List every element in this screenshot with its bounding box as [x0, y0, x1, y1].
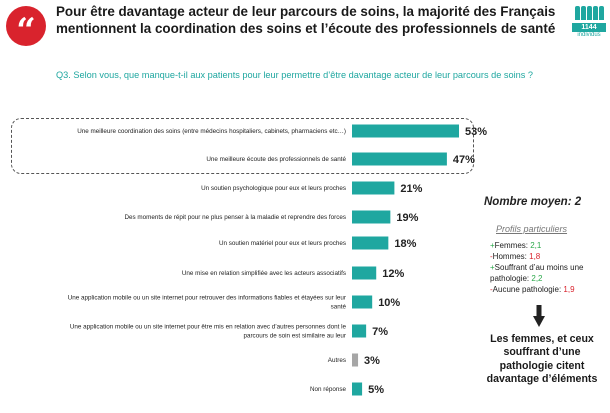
- bar: [352, 324, 367, 338]
- profile-label: Femmes:: [494, 241, 531, 250]
- profile-sign: -: [490, 252, 493, 261]
- category-label-line: Des moments de répit pour ne plus penser…: [124, 214, 346, 221]
- value-label: 10%: [378, 297, 400, 309]
- category-label-line: santé: [331, 304, 347, 311]
- value-label: 7%: [372, 326, 388, 338]
- bar: [352, 152, 447, 166]
- category-label-line: Non réponse: [310, 386, 347, 393]
- profile-label: Hommes:: [492, 252, 530, 261]
- category-label-line: Autres: [328, 357, 346, 364]
- bar: [352, 210, 391, 224]
- value-label: 18%: [394, 238, 416, 250]
- profile-value: 1,8: [529, 252, 541, 261]
- profile-value: 2,1: [530, 241, 542, 250]
- bar: [352, 295, 373, 309]
- value-label: 21%: [400, 183, 422, 195]
- category-label-line: Un soutien psychologique pour eux et leu…: [201, 185, 346, 192]
- category-label: Non réponse: [310, 386, 347, 393]
- value-label: 19%: [396, 212, 418, 224]
- top-answers-highlight-box: [11, 118, 474, 174]
- profile-label: Aucune pathologie:: [492, 285, 564, 294]
- page-title: Pour être davantage acteur de leur parco…: [56, 4, 556, 36]
- value-label: 12%: [382, 268, 404, 280]
- profile-item: +Femmes: 2,1: [490, 240, 606, 251]
- bar: [352, 124, 459, 138]
- profiles-title: Profils particuliers: [496, 224, 568, 234]
- profile-value: 1,9: [563, 285, 575, 294]
- category-label-line: Une meilleure coordination des soins (en…: [77, 128, 346, 135]
- bar: [352, 181, 395, 195]
- survey-question: Q3. Selon vous, que manque-t-il aux pati…: [56, 70, 534, 80]
- category-label-line: Une application mobile ou un site intern…: [70, 324, 347, 331]
- people-icon: [572, 6, 606, 20]
- category-label-line: parcours de soin est similaire au leur: [243, 333, 346, 340]
- value-label: 53%: [465, 126, 487, 138]
- profile-sign: -: [490, 285, 493, 294]
- bar: [352, 266, 377, 280]
- profile-item: +Souffrant d’au moins une pathologie: 2,…: [490, 262, 606, 284]
- category-label: Des moments de répit pour ne plus penser…: [124, 214, 346, 221]
- profile-item: -Hommes: 1,8: [490, 251, 606, 262]
- category-label: Un soutien matériel pour eux et leurs pr…: [219, 240, 346, 247]
- bar: [352, 236, 389, 250]
- category-label-line: Une application mobile ou un site intern…: [68, 295, 346, 302]
- category-label-line: Un soutien matériel pour eux et leurs pr…: [219, 240, 346, 247]
- conclusion-text: Les femmes, et ceux souffrant d’une path…: [486, 333, 598, 386]
- category-label: Une meilleure écoute des professionnels …: [206, 156, 346, 163]
- category-label: Une meilleure coordination des soins (en…: [77, 128, 346, 135]
- sample-size-badge: 1144 individus: [572, 6, 606, 46]
- category-label: Une application mobile ou un site intern…: [68, 295, 347, 311]
- quote-mark-icon: “: [6, 6, 46, 51]
- category-label-line: Une mise en relation simplifiée avec les…: [182, 270, 346, 277]
- value-label: 47%: [453, 154, 475, 166]
- category-label: Un soutien psychologique pour eux et leu…: [201, 185, 346, 192]
- profiles-list: +Femmes: 2,1 -Hommes: 1,8 +Souffrant d’au …: [490, 240, 606, 295]
- bar: [352, 353, 359, 367]
- profile-sign: +: [490, 263, 495, 272]
- profile-value: 2,2: [531, 274, 543, 283]
- profile-sign: +: [490, 241, 495, 250]
- category-label: Une mise en relation simplifiée avec les…: [182, 270, 346, 277]
- sample-unit: individus: [577, 32, 601, 38]
- category-label-line: Une meilleure écoute des professionnels …: [206, 156, 346, 163]
- average-count: Nombre moyen: 2: [484, 196, 582, 208]
- value-label: 3%: [364, 355, 380, 367]
- sample-count: 1144: [572, 23, 606, 32]
- profile-item: -Aucune pathologie: 1,9: [490, 284, 606, 295]
- down-arrow-icon: [533, 305, 545, 327]
- bar: [352, 382, 363, 396]
- category-label: Une application mobile ou un site intern…: [70, 324, 347, 340]
- profile-label: Souffrant d’au moins une pathologie:: [490, 263, 584, 283]
- value-label: 5%: [368, 384, 384, 396]
- category-label: Autres: [328, 357, 346, 364]
